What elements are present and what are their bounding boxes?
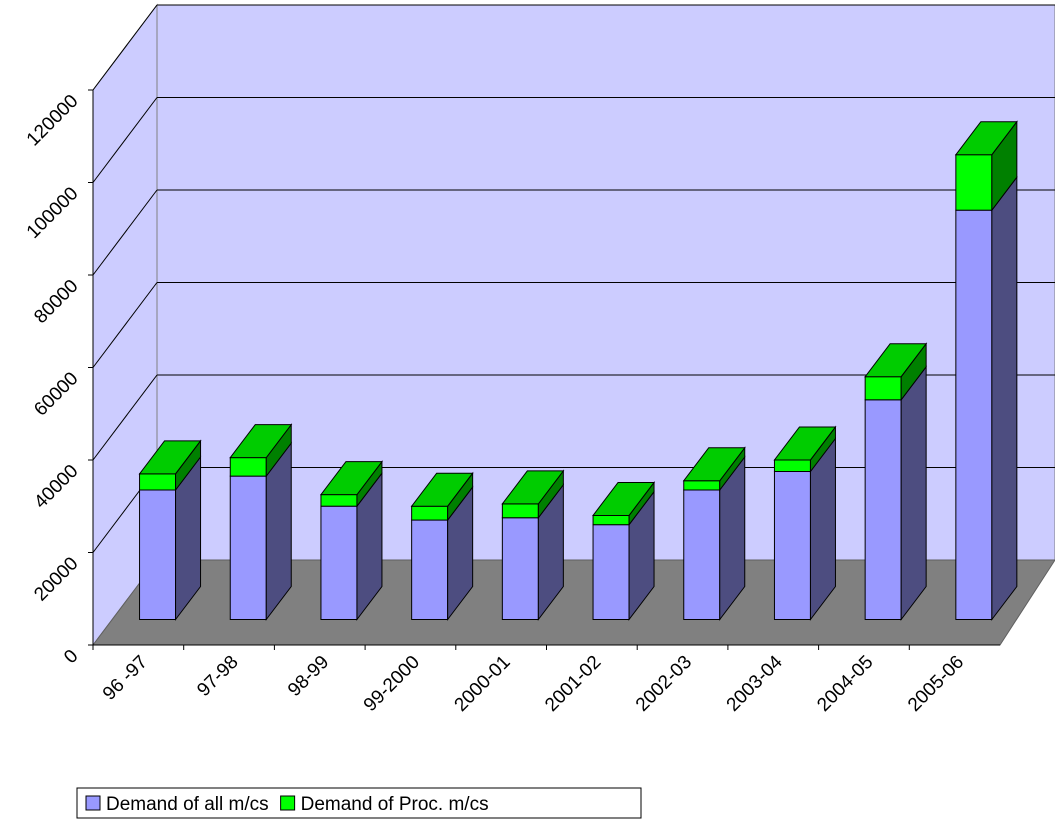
bar-top (501, 470, 565, 505)
bar (139, 473, 177, 491)
legend: Demand of all m/cs Demand of Proc. m/cs (85, 794, 489, 815)
bar (411, 505, 449, 521)
bar (683, 489, 721, 620)
bar-top (229, 424, 293, 459)
bar-top (319, 461, 383, 496)
legend-box (76, 787, 642, 819)
bars (138, 120, 1018, 621)
bar-top (410, 472, 474, 507)
y-tick-label: 60000 (30, 368, 82, 420)
grid-line (92, 4, 158, 91)
x-tick-label: 2003-04 (723, 651, 787, 715)
legend-swatch (85, 795, 101, 811)
x-tick-label: 98-99 (284, 652, 333, 701)
legend-label: Demand of all m/cs (106, 794, 269, 815)
y-tick-label: 120000 (23, 91, 83, 151)
bar-top (954, 121, 1018, 156)
bar-top (138, 440, 202, 475)
bar (683, 480, 721, 491)
bar (320, 494, 358, 507)
bar (501, 517, 539, 620)
bar (592, 524, 630, 620)
x-tick-label: 96 -97 (99, 652, 152, 705)
grid-line (92, 189, 158, 276)
bar (955, 209, 993, 620)
grid-line (92, 97, 158, 183)
bar-top (773, 426, 837, 461)
bar (229, 475, 267, 620)
grid-line (92, 282, 158, 368)
bar-top (864, 343, 928, 378)
bar (955, 154, 993, 211)
bar-side (991, 175, 1018, 621)
bar (411, 519, 449, 620)
y-tick-label: 80000 (30, 276, 82, 328)
y-tick-label: 100000 (23, 183, 83, 243)
bar-top (592, 481, 656, 516)
bar (320, 505, 358, 620)
grid-line (92, 374, 158, 461)
bar (864, 399, 902, 620)
y-tick-label: 0 (60, 646, 82, 668)
bar (501, 503, 539, 519)
bar (139, 489, 177, 620)
y-tick-label: 40000 (30, 461, 82, 513)
x-tick-label: 99-2000 (360, 652, 424, 716)
x-tick-label: 97-98 (193, 652, 242, 701)
bar (592, 514, 630, 526)
bar (773, 471, 811, 620)
bar (773, 459, 811, 472)
bar-side (900, 365, 927, 621)
x-tick-label: 2002-03 (632, 652, 696, 716)
legend-label: Demand of Proc. m/cs (301, 794, 489, 815)
bar-top (682, 447, 746, 482)
x-tick-label: 2000-01 (451, 652, 515, 716)
x-tick-label: 2005-06 (904, 652, 968, 716)
bar (864, 376, 902, 401)
bar (229, 457, 267, 477)
x-tick-label: 2004-05 (813, 652, 877, 716)
legend-swatch (280, 795, 296, 811)
y-tick-label: 20000 (30, 553, 82, 605)
x-tick-label: 2001-02 (541, 652, 605, 716)
